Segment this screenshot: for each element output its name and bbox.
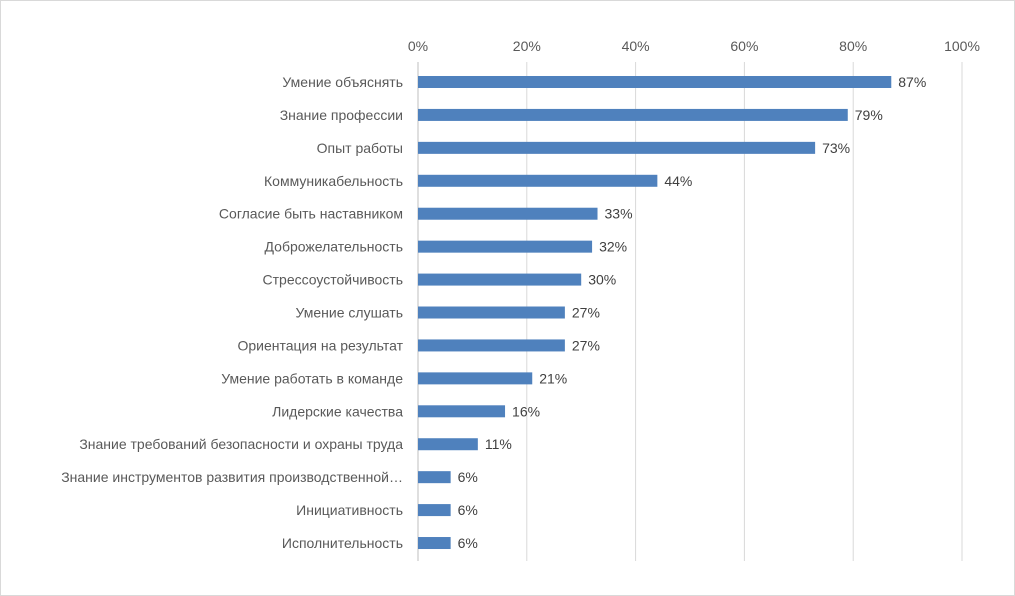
- x-tick-label: 20%: [513, 38, 541, 54]
- category-label: Инициативность: [296, 502, 403, 518]
- data-label: 16%: [512, 403, 540, 419]
- bar: [418, 504, 451, 517]
- bar: [418, 207, 598, 220]
- bar: [418, 108, 848, 121]
- bar: [418, 438, 478, 451]
- category-label: Опыт работы: [317, 140, 403, 156]
- data-label: 73%: [822, 140, 850, 156]
- data-label: 33%: [605, 206, 633, 222]
- data-label: 6%: [458, 469, 478, 485]
- category-label: Знание требований безопасности и охраны …: [79, 436, 403, 452]
- bar: [418, 372, 533, 385]
- x-tick-label: 0%: [408, 38, 428, 54]
- bar: [418, 339, 565, 352]
- data-label: 11%: [485, 436, 512, 452]
- data-label: 30%: [588, 272, 616, 288]
- bar: [418, 174, 658, 187]
- bar: [418, 76, 892, 88]
- data-label: 6%: [458, 535, 478, 551]
- category-label: Лидерские качества: [272, 403, 403, 419]
- category-label: Знание профессии: [280, 107, 403, 123]
- bar: [418, 405, 506, 418]
- x-tick-label: 60%: [730, 38, 758, 54]
- bar: [418, 273, 582, 286]
- category-label: Согласие быть наставником: [219, 206, 403, 222]
- bar: [418, 141, 816, 154]
- category-label: Коммуникабельность: [264, 173, 403, 189]
- category-label: Умение слушать: [296, 305, 404, 321]
- data-label: 32%: [599, 239, 627, 255]
- category-label: Доброжелательность: [265, 239, 403, 255]
- category-label: Стрессоустойчивость: [263, 272, 403, 288]
- category-label: Умение работать в команде: [221, 370, 403, 386]
- data-label: 21%: [539, 370, 567, 386]
- bar: [418, 240, 593, 253]
- data-label: 27%: [572, 305, 600, 321]
- x-tick-label: 100%: [944, 38, 980, 54]
- data-label: 6%: [458, 502, 478, 518]
- data-label: 79%: [855, 107, 883, 123]
- category-label: Исполнительность: [282, 535, 403, 551]
- bar: [418, 306, 565, 319]
- x-tick-label: 40%: [622, 38, 650, 54]
- category-label: Ориентация на результат: [237, 337, 403, 353]
- category-label: Умение объяснять: [282, 74, 403, 90]
- bar: [418, 471, 451, 484]
- data-label: 44%: [664, 173, 692, 189]
- data-label: 87%: [898, 74, 926, 90]
- data-label: 27%: [572, 337, 600, 353]
- x-tick-label: 80%: [839, 38, 867, 54]
- bar: [418, 537, 451, 550]
- category-label: Знание инструментов развития производств…: [61, 469, 403, 485]
